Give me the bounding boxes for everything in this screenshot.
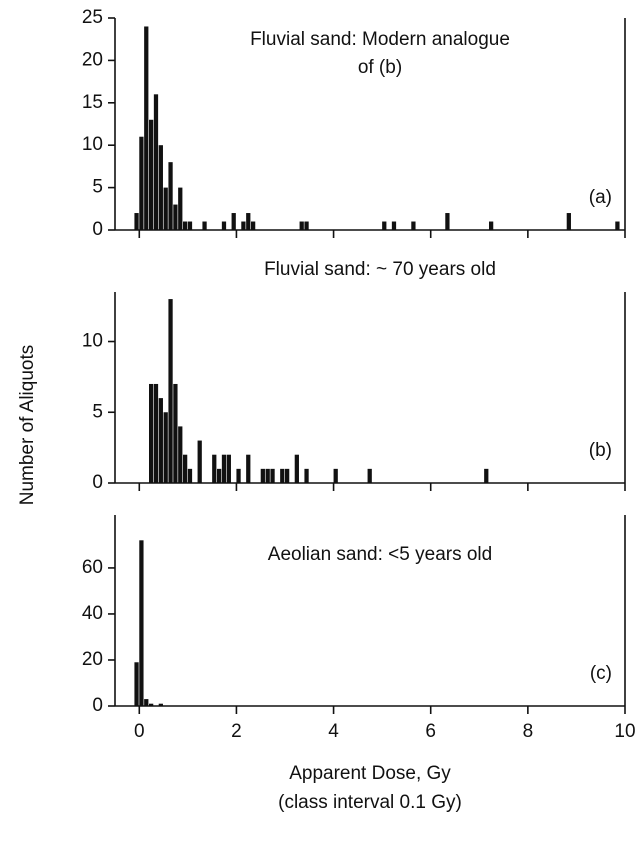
- panel-label: (b): [589, 440, 612, 461]
- histogram-bar: [304, 468, 309, 483]
- histogram-bar: [566, 213, 571, 230]
- y-tick-label: 0: [92, 695, 103, 716]
- histogram-bar: [246, 454, 251, 483]
- x-tick-label: 10: [614, 721, 635, 742]
- y-tick-label: 0: [92, 472, 103, 493]
- x-tick-label: 0: [134, 721, 145, 742]
- histogram-bar: [382, 221, 387, 230]
- y-tick-label: 20: [82, 49, 103, 70]
- histogram-bar: [280, 468, 285, 483]
- histogram-bar: [168, 299, 173, 483]
- y-tick-label: 5: [92, 401, 103, 422]
- y-tick-label: 5: [92, 177, 103, 198]
- histogram-bar: [178, 187, 183, 230]
- histogram-bar: [445, 213, 450, 230]
- y-tick-label: 15: [82, 92, 103, 113]
- histogram-bar: [187, 221, 193, 230]
- histogram-bar: [158, 145, 163, 230]
- histogram-bar: [158, 398, 163, 483]
- panel-title: Fluvial sand: Modern analogue: [250, 29, 510, 50]
- histogram-bar: [168, 162, 173, 230]
- histogram-bar: [221, 454, 227, 483]
- histogram-bar: [231, 213, 236, 230]
- histogram-bar: [391, 221, 397, 230]
- y-tick-label: 10: [82, 331, 103, 352]
- y-tick-label: 25: [82, 7, 103, 28]
- histogram-bar: [304, 221, 309, 230]
- histogram-bar: [153, 383, 159, 483]
- histogram-bar: [139, 540, 144, 706]
- histogram-bar: [183, 221, 188, 230]
- y-axis-label: Number of Aliquots: [17, 345, 38, 506]
- histogram-bar: [236, 468, 241, 483]
- histogram-bar: [187, 468, 193, 483]
- histogram-bar: [615, 221, 620, 230]
- x-axis-label: Apparent Dose, Gy: [289, 763, 451, 784]
- histogram-bar: [241, 221, 246, 230]
- histogram-bar: [285, 468, 290, 483]
- panel-title: Aeolian sand: <5 years old: [268, 544, 492, 565]
- y-tick-label: 60: [82, 557, 103, 578]
- histogram-bar: [173, 383, 178, 483]
- histogram-bar: [226, 454, 231, 483]
- panel-label: (c): [590, 663, 612, 684]
- histogram-bar: [333, 468, 338, 483]
- histogram-bar: [134, 213, 139, 230]
- histogram-bar: [163, 187, 168, 230]
- histogram-bar: [246, 213, 251, 230]
- histogram-bar: [489, 221, 494, 230]
- histogram-bar: [299, 221, 304, 230]
- histogram-bar: [153, 94, 159, 230]
- x-tick-label: 6: [425, 721, 436, 742]
- x-tick-label: 8: [523, 721, 534, 742]
- x-axis-label: (class interval 0.1 Gy): [278, 792, 462, 813]
- histogram-bar: [251, 221, 256, 230]
- histogram-bar: [484, 468, 489, 483]
- histogram-bar: [149, 383, 154, 483]
- histogram-bar: [163, 412, 168, 483]
- histogram-bar: [265, 468, 270, 483]
- histogram-bar: [217, 468, 222, 483]
- histogram-bar: [158, 703, 163, 706]
- histogram-bar: [173, 204, 178, 230]
- histogram-bar: [221, 221, 227, 230]
- y-tick-label: 10: [82, 134, 103, 155]
- panel-title: of (b): [358, 57, 402, 78]
- histogram-bar: [134, 662, 139, 706]
- histogram-bar: [197, 440, 202, 483]
- y-tick-label: 20: [82, 649, 103, 670]
- histogram-bar: [178, 426, 183, 483]
- histogram-bar: [139, 136, 144, 230]
- x-tick-label: 2: [231, 721, 242, 742]
- histogram-bar: [149, 703, 154, 706]
- histogram-bar: [202, 221, 207, 230]
- histogram-bar: [411, 221, 416, 230]
- histogram-bar: [212, 454, 217, 483]
- histogram-bar: [367, 468, 372, 483]
- y-tick-label: 40: [82, 603, 103, 624]
- histogram-bar: [144, 26, 149, 231]
- histogram-bar: [144, 699, 149, 706]
- histogram-bar: [149, 119, 154, 230]
- panel-title: Fluvial sand: ~ 70 years old: [264, 259, 496, 280]
- histogram-bar: [260, 468, 265, 483]
- y-tick-label: 0: [92, 219, 103, 240]
- histogram-bar: [270, 468, 275, 483]
- panel-label: (a): [589, 187, 612, 208]
- histogram-bar: [183, 454, 188, 483]
- histogram-bar: [294, 454, 299, 483]
- x-tick-label: 4: [328, 721, 339, 742]
